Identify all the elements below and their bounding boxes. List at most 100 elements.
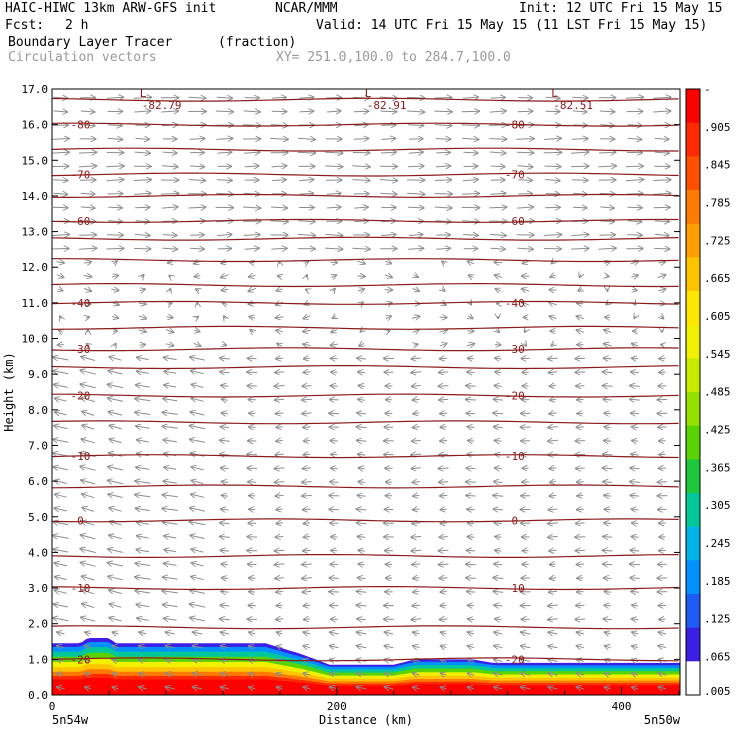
- vector-arrow: [632, 632, 639, 634]
- vector-arrow: [79, 221, 96, 222]
- vector-arrow: [549, 413, 557, 414]
- vector-arrow: [412, 564, 421, 565]
- vector-arrow: [411, 619, 421, 620]
- vector-arrow: [358, 564, 365, 565]
- vector-arrow: [197, 302, 198, 305]
- vector-arrow: [330, 262, 337, 263]
- x-end-label-right: 5n50w: [644, 713, 681, 727]
- vector-arrow: [466, 495, 476, 496]
- vector-arrow: [548, 358, 558, 359]
- contour-label: -30: [71, 343, 91, 356]
- vector-arrow: [54, 590, 68, 593]
- vector-arrow: [435, 139, 451, 140]
- vector-arrow: [275, 495, 284, 496]
- vector-arrow: [467, 331, 474, 332]
- vector-arrow: [412, 646, 420, 648]
- vector-arrow: [466, 482, 476, 483]
- vector-arrow: [135, 385, 150, 387]
- vector-arrow: [331, 275, 336, 277]
- vector-arrow: [162, 605, 178, 607]
- vector-arrow: [386, 261, 392, 264]
- contour-line: [52, 553, 679, 559]
- vector-arrow: [461, 111, 480, 112]
- contour-line: [52, 454, 679, 459]
- vector-arrow: [604, 427, 611, 428]
- vector-arrow: [134, 111, 151, 112]
- vector-arrow: [306, 275, 307, 278]
- vector-arrow: [191, 563, 204, 566]
- vector-arrow: [57, 646, 65, 648]
- vector-arrow: [52, 207, 68, 208]
- vector-arrow: [384, 290, 393, 291]
- vector-arrow: [353, 111, 369, 112]
- colorbar-frame: [685, 88, 701, 696]
- vector-arrow: [631, 343, 639, 346]
- vector-arrow: [224, 316, 226, 319]
- y-tick-label: 0.0: [28, 689, 48, 702]
- vector-arrow: [525, 330, 527, 333]
- y-tick-label: 10.0: [22, 333, 49, 346]
- vector-arrow: [489, 234, 506, 235]
- vector-arrow: [79, 235, 97, 236]
- vector-arrow: [408, 125, 424, 126]
- vector-arrow: [603, 564, 613, 565]
- vector-arrow: [634, 316, 635, 318]
- vector-arrow: [162, 248, 178, 249]
- vector-arrow: [58, 330, 63, 332]
- vector-arrow: [249, 262, 254, 263]
- vector-arrow: [220, 605, 230, 606]
- vector-arrow: [216, 97, 233, 98]
- vector-arrow: [358, 399, 365, 400]
- colorbar-swatch: [686, 425, 700, 460]
- vector-arrow: [86, 344, 89, 346]
- vector-arrow: [434, 180, 452, 181]
- vector-arrow: [85, 646, 92, 648]
- vector-arrow: [80, 111, 95, 112]
- vector-arrow: [549, 385, 557, 386]
- vector-arrow: [189, 426, 206, 429]
- vector-arrow: [413, 413, 420, 414]
- vector-arrow: [358, 385, 365, 386]
- vector-arrow: [606, 276, 609, 277]
- vector-arrow: [54, 426, 68, 429]
- contour-label: -40: [71, 297, 91, 310]
- vector-arrow: [109, 618, 122, 622]
- contour-label: -20: [71, 390, 91, 403]
- vector-arrow: [163, 618, 177, 620]
- vector-arrow: [109, 604, 122, 608]
- vector-arrow: [548, 509, 558, 510]
- vector-arrow: [271, 166, 287, 167]
- vector-arrow: [545, 207, 560, 208]
- vector-arrow: [604, 591, 611, 592]
- vector-arrow: [164, 371, 177, 373]
- tracer-fill: [52, 638, 680, 695]
- vector-arrow: [493, 427, 503, 428]
- vector-arrow: [517, 207, 534, 208]
- vector-arrow: [434, 125, 452, 126]
- vector-arrow: [305, 261, 309, 263]
- vector-arrow: [107, 398, 124, 402]
- vector-arrow: [356, 673, 367, 675]
- vector-arrow: [249, 632, 256, 634]
- vector-arrow: [333, 288, 336, 291]
- vector-arrow: [549, 578, 557, 579]
- vector-arrow: [490, 180, 505, 181]
- vector-arrow: [306, 289, 308, 290]
- vector-arrow: [356, 687, 367, 689]
- contour-line: [52, 172, 679, 177]
- vector-arrow: [325, 166, 343, 167]
- vector-arrow: [496, 330, 499, 333]
- vector-arrow: [356, 605, 367, 606]
- vector-arrow: [439, 495, 448, 496]
- vector-arrow: [85, 632, 92, 634]
- vector-arrow: [545, 194, 560, 195]
- vector-arrow: [169, 288, 170, 291]
- vector-arrow: [302, 591, 312, 592]
- vector-arrow: [162, 591, 178, 593]
- vector-arrow: [136, 371, 149, 373]
- vector-arrow: [467, 372, 475, 373]
- contour-line: [52, 347, 679, 352]
- vector-arrow: [302, 578, 312, 579]
- vector-arrow: [222, 303, 227, 305]
